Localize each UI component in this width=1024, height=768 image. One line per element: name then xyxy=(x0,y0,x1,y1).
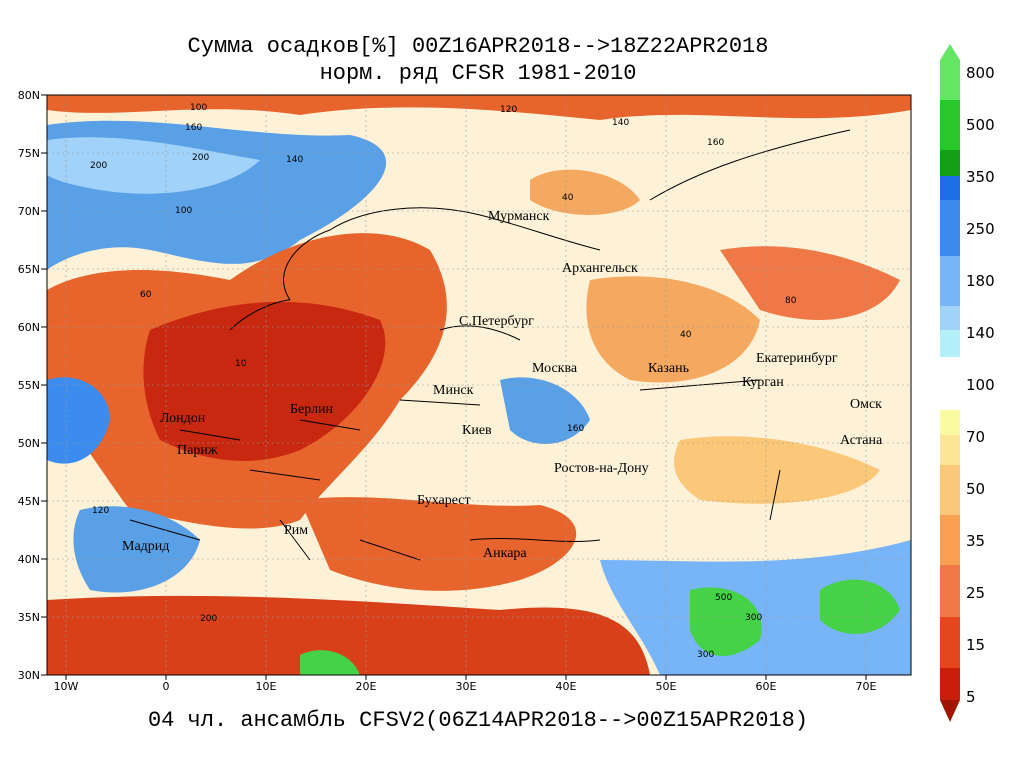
city-label: Берлин xyxy=(290,402,334,417)
colorbar-label: 800 xyxy=(966,64,995,82)
lon-tick-label: 60E xyxy=(756,680,777,693)
city-label: Киев xyxy=(462,423,492,438)
contour-label: 40 xyxy=(680,330,692,340)
contour-label: 80 xyxy=(785,296,797,306)
contour-label: 160 xyxy=(707,138,724,148)
colorbar-label: 70 xyxy=(966,428,985,446)
lat-tick-label: 30N xyxy=(18,669,40,682)
lon-tick-label: 0 xyxy=(163,680,170,693)
contour-label: 200 xyxy=(192,153,209,163)
lat-tick-label: 35N xyxy=(18,611,40,624)
lat-tick-label: 60N xyxy=(18,321,40,334)
colorbar-ticks: 800 500 350 250 180 140 100 70 50 35 25 15 5 xyxy=(966,64,995,706)
contour-label: 160 xyxy=(567,424,584,434)
city-label: Екатеринбург xyxy=(756,351,838,366)
city-label: Казань xyxy=(648,361,689,376)
colorbar-label: 350 xyxy=(966,168,995,186)
city-label: Мурманск xyxy=(488,209,550,224)
colorbar-label: 25 xyxy=(966,584,985,602)
city-label: Анкара xyxy=(483,546,527,561)
city-label: Рим xyxy=(284,523,308,538)
city-label: Ростов-на-Дону xyxy=(554,461,649,476)
lat-tick-label: 45N xyxy=(18,495,40,508)
colorbar-label: 100 xyxy=(966,376,995,394)
city-label: Архангельск xyxy=(562,261,638,276)
lon-tick-label: 10E xyxy=(256,680,277,693)
city-label: С.Петербург xyxy=(459,314,534,329)
map-field xyxy=(47,95,911,675)
city-label: Омск xyxy=(850,397,882,412)
lat-tick-label: 70N xyxy=(18,205,40,218)
contour-label: 10 xyxy=(235,359,247,369)
subtitle: норм. ряд CFSR 1981-2010 xyxy=(320,61,637,86)
lat-tick-label: 65N xyxy=(18,263,40,276)
city-label: Лондон xyxy=(160,411,206,426)
lat-tick-label: 80N xyxy=(18,89,40,102)
lon-tick-label: 70E xyxy=(856,680,877,693)
title: Сумма осадков[%] 00Z16APR2018-->18Z22APR… xyxy=(188,34,769,59)
city-label: Курган xyxy=(742,375,784,390)
contour-label: 300 xyxy=(745,613,762,623)
lat-tick-label: 40N xyxy=(18,553,40,566)
colorbar xyxy=(940,44,960,722)
colorbar-label: 5 xyxy=(966,688,976,706)
lat-tick-label: 75N xyxy=(18,147,40,160)
contour-label: 100 xyxy=(190,103,207,113)
cities: Мурманск Архангельск С.Петербург Москва … xyxy=(122,209,883,561)
footer: 04 чл. ансамбль CFSV2(06Z14APR2018-->00Z… xyxy=(148,708,808,733)
axes: 80N 75N 70N 65N 60N 55N 50N 45N 40N 35N 30N 10W 0 10E… xyxy=(18,89,877,693)
lat-tick-label: 55N xyxy=(18,379,40,392)
contour-label: 60 xyxy=(140,290,152,300)
colorbar-label: 35 xyxy=(966,532,985,550)
lon-tick-label: 10W xyxy=(54,680,79,693)
contour-label: 500 xyxy=(715,593,732,603)
contour-label: 120 xyxy=(92,506,109,516)
colorbar-label: 500 xyxy=(966,116,995,134)
lon-tick-label: 30E xyxy=(456,680,477,693)
lon-tick-label: 20E xyxy=(356,680,377,693)
city-label: Мадрид xyxy=(122,539,169,554)
colorbar-label: 250 xyxy=(966,220,995,238)
city-label: Астана xyxy=(840,433,883,448)
contour-label: 300 xyxy=(697,650,714,660)
colorbar-label: 180 xyxy=(966,272,995,290)
lat-tick-label: 50N xyxy=(18,437,40,450)
contour-label: 160 xyxy=(185,123,202,133)
city-label: Москва xyxy=(532,361,578,376)
city-label: Бухарест xyxy=(417,493,471,508)
lon-tick-label: 40E xyxy=(556,680,577,693)
contour-label: 120 xyxy=(500,105,517,115)
city-label: Минск xyxy=(433,383,474,398)
contour-label: 100 xyxy=(175,206,192,216)
contour-label: 200 xyxy=(90,161,107,171)
colorbar-label: 15 xyxy=(966,636,985,654)
lon-tick-label: 50E xyxy=(656,680,677,693)
contour-label: 200 xyxy=(200,614,217,624)
colorbar-label: 140 xyxy=(966,324,995,342)
contour-label: 140 xyxy=(612,118,629,128)
contour-label: 140 xyxy=(286,155,303,165)
labels: 100 160 200 200 140 100 120 140 160 40 8… xyxy=(90,103,797,660)
city-label: Париж xyxy=(177,443,218,458)
contour-label: 40 xyxy=(562,193,574,203)
colorbar-label: 50 xyxy=(966,480,985,498)
